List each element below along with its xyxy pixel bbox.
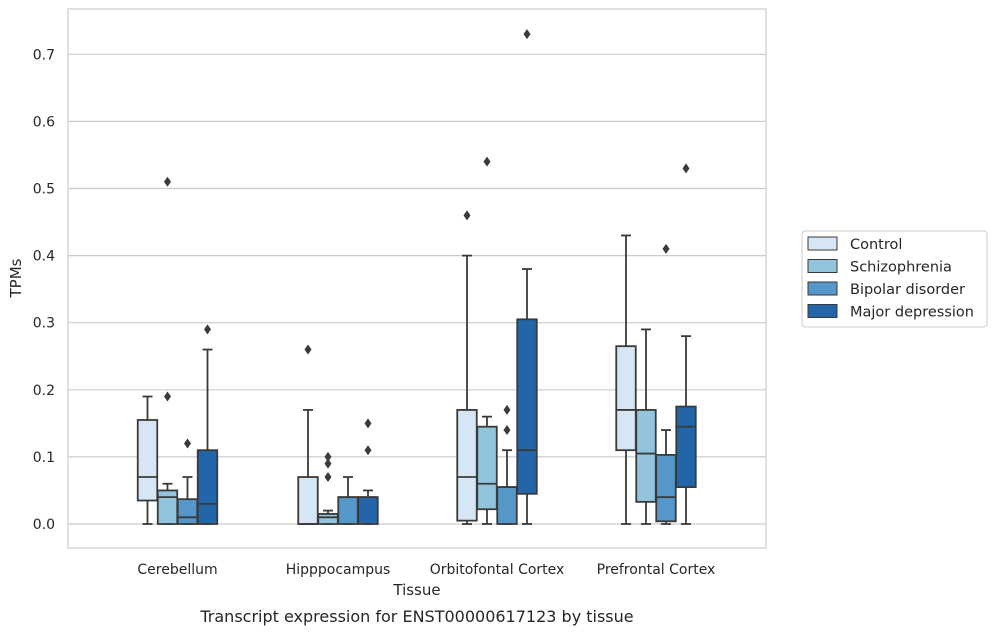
y-tick-label: 0.0 [33,517,55,533]
box-major-depression [675,163,697,525]
legend-frame [801,230,988,328]
box-major-depression [196,324,219,525]
legend: Control Schizophrenia Bipolar disorder Majo… [801,230,988,328]
y-axis-ticks: 0.0 0.1 0.2 0.3 0.4 0.5 0.6 0.7 [33,47,55,533]
chart-caption: Transcript expression for ENST0000061712… [199,607,633,626]
outlier-point [324,458,332,469]
box-body [456,409,478,522]
box-control [615,234,637,525]
box-body [675,405,697,488]
outlier-point [204,324,211,335]
y-tick-label: 0.6 [33,114,55,130]
outlier-point [164,391,171,402]
legend-label: Control [850,237,902,253]
outlier-point [184,438,191,449]
box-schizophrenia [317,451,339,525]
y-tick-label: 0.3 [33,316,55,332]
legend-swatch [807,281,838,296]
outlier-point [483,156,491,167]
x-tick-label: Orbitofontal Cortex [430,562,565,578]
x-tick-label: Cerebellum [137,562,217,578]
box-body [156,489,179,525]
y-tick-label: 0.2 [33,383,55,399]
y-axis-label: TPMs [7,258,25,298]
box-body [136,419,159,502]
box-schizophrenia [476,156,498,525]
outlier-point [164,176,171,187]
legend-swatch [807,236,838,251]
grid-lines [68,53,766,525]
box-body [655,453,677,523]
outlier-point [682,163,690,174]
box-body [176,498,199,525]
legend-label: Schizophrenia [850,260,952,276]
outlier-point [364,418,372,429]
outlier-point [662,243,670,254]
box-body [516,318,538,495]
legend-label: Bipolar disorder [850,282,965,298]
y-tick-label: 0.1 [33,450,55,466]
box-body [635,409,657,503]
box-schizophrenia [635,328,657,525]
box-body [337,496,359,525]
box-body [496,486,518,525]
box-control [136,395,159,525]
plot-frame [67,8,767,549]
legend-swatch [807,259,838,273]
box-bipolar-disorder [496,404,518,525]
box-bipolar-disorder [176,438,199,525]
x-tick-label: Prefrontal Cortex [597,562,716,578]
box-body [317,513,339,525]
box-body [196,449,219,525]
box-groups [136,29,697,525]
x-axis-label: Tissue [392,581,440,599]
legend-swatch [807,304,838,318]
outlier-point [503,404,511,415]
box-body [476,425,498,511]
outlier-point [324,451,332,462]
outlier-point [523,29,531,40]
x-tick-label: Hipppocampus [286,562,391,578]
outlier-point [324,472,332,483]
outlier-point [503,425,511,436]
outlier-point [463,210,471,221]
y-tick-label: 0.5 [33,182,55,198]
box-body [357,496,379,525]
legend-label: Major depression [850,305,974,321]
outlier-point [364,445,372,456]
box-body [615,345,637,452]
outlier-point [304,344,312,355]
box-bipolar-disorder [655,243,677,525]
y-tick-label: 0.4 [33,249,55,265]
y-tick-label: 0.7 [33,47,55,63]
box-body [297,476,319,525]
box-schizophrenia [156,176,179,525]
box-control [297,344,319,525]
x-axis-ticks: Cerebellum Hipppocampus Orbitofontal Corte… [137,562,715,578]
box-control [456,210,478,525]
box-major-depression [357,418,379,525]
box-major-depression [516,29,538,525]
box-bipolar-disorder [337,476,359,525]
